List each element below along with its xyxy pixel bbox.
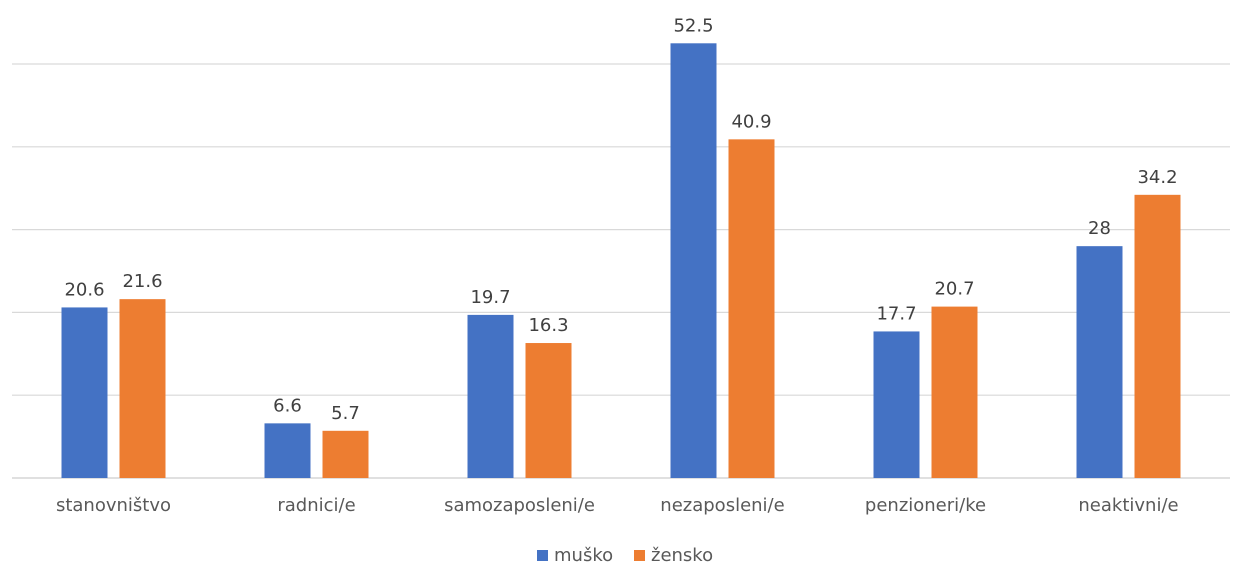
x-tick-label: radnici/e	[277, 495, 355, 516]
bar-musko-0	[61, 307, 108, 478]
data-label: 20.6	[64, 279, 104, 300]
bar-zensko-2	[525, 343, 572, 478]
data-label: 17.7	[876, 303, 916, 324]
legend-swatch-musko	[537, 550, 548, 561]
bar-musko-4	[873, 331, 920, 478]
data-label: 5.7	[331, 403, 360, 424]
legend-label-musko: muško	[554, 545, 613, 566]
data-label: 19.7	[470, 287, 510, 308]
data-label: 28	[1088, 218, 1111, 239]
gridlines	[12, 63, 1230, 479]
bar-zensko-1	[322, 430, 369, 478]
data-label: 21.6	[122, 271, 162, 292]
data-label: 6.6	[273, 395, 302, 416]
bar-zensko-0	[119, 299, 166, 478]
bar-zensko-3	[728, 139, 775, 478]
legend-swatch-zensko	[634, 550, 645, 561]
x-tick-label: nezaposleni/e	[660, 495, 784, 516]
x-tick-label: penzioneri/ke	[865, 495, 986, 516]
data-label: 20.7	[934, 279, 974, 300]
x-tick-label: samozaposleni/e	[444, 495, 595, 516]
bar-musko-5	[1076, 246, 1123, 478]
data-labels: 20.6 21.6 6.6 5.7 19.7 16.3 52.5 40.9 17.7 20.7 28…	[64, 15, 1177, 424]
legend-label-zensko: žensko	[651, 545, 713, 566]
data-label: 16.3	[528, 315, 568, 336]
data-label: 52.5	[673, 15, 713, 36]
bar-zensko-4	[931, 306, 978, 478]
legend: muško žensko	[537, 545, 713, 566]
data-label: 40.9	[731, 111, 771, 132]
bar-musko-1	[264, 423, 311, 478]
bar-musko-2	[467, 314, 514, 478]
bars	[61, 43, 1181, 479]
x-axis-tick-labels: stanovništvo radnici/e samozaposleni/e neza…	[56, 495, 1179, 516]
bar-musko-3	[670, 43, 717, 479]
x-tick-label: neaktivni/e	[1078, 495, 1178, 516]
x-tick-label: stanovništvo	[56, 495, 171, 516]
bar-zensko-5	[1134, 194, 1181, 478]
data-label: 34.2	[1137, 167, 1177, 188]
